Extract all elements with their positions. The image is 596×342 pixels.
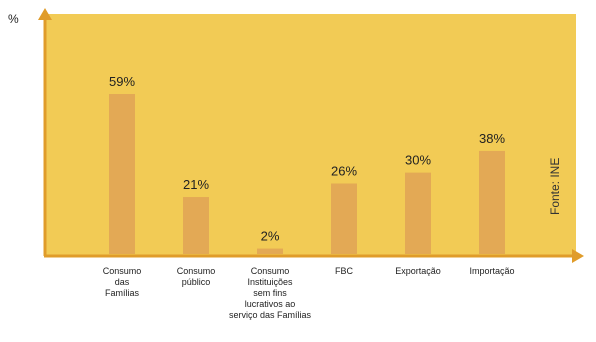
data-label: 38% <box>479 131 505 146</box>
bars-group <box>109 94 505 254</box>
bar <box>257 248 283 254</box>
data-label: 26% <box>331 163 357 178</box>
x-axis-arrow-icon <box>572 249 584 263</box>
bar <box>183 197 209 254</box>
category-label: FBC <box>335 266 353 276</box>
data-labels-group: 59% 21% 2% 26% 30% 38% <box>109 74 505 244</box>
data-label: 59% <box>109 74 135 89</box>
bar <box>331 183 357 254</box>
source-note: Fonte: INE <box>548 157 562 215</box>
bar <box>109 94 135 254</box>
y-axis-label: % <box>8 12 19 26</box>
data-label: 2% <box>261 229 280 244</box>
data-label: 21% <box>183 177 209 192</box>
bar <box>405 172 431 254</box>
category-label: Consumo público <box>176 266 216 287</box>
category-label: Importação <box>469 266 515 276</box>
category-label: Consumo Instituições sem fins lucrativos ao… <box>228 266 312 320</box>
bar <box>479 150 505 254</box>
category-label: Consumo das Famílias <box>102 266 142 298</box>
y-axis-arrow-icon <box>38 8 52 20</box>
data-label: 30% <box>405 153 431 168</box>
category-label: Exportação <box>395 266 441 276</box>
